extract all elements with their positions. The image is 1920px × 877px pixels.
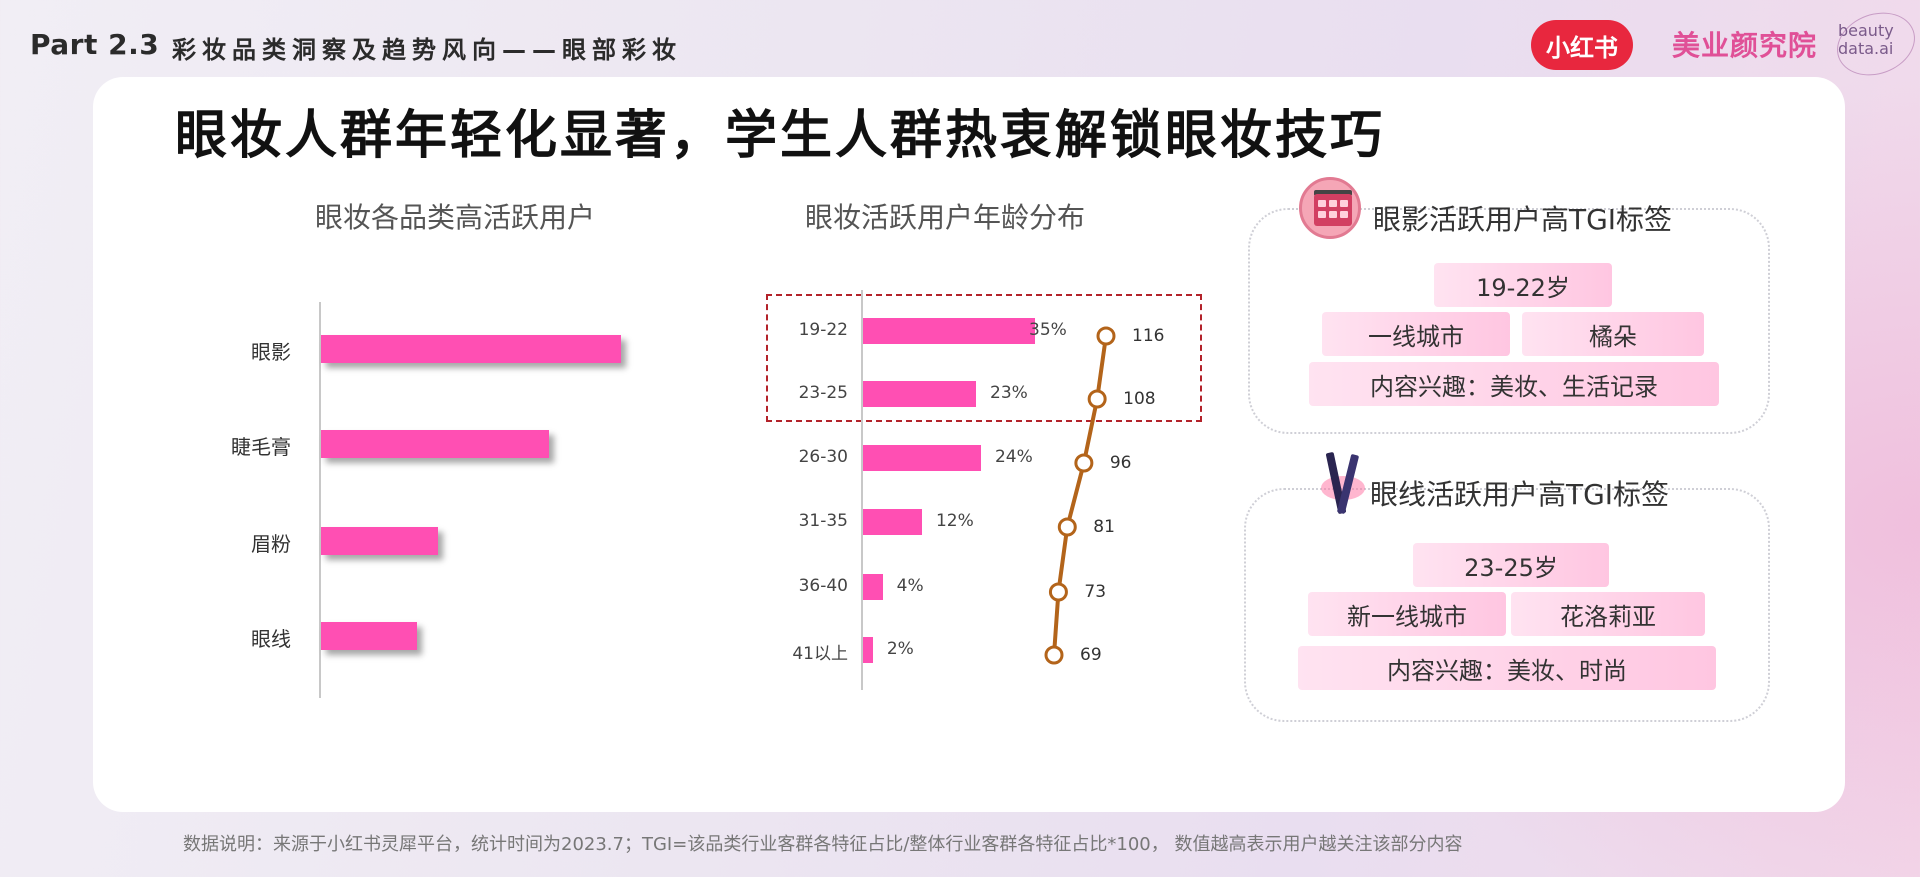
category-label: 眼线 [251,627,291,651]
age-label: 41以上 [792,644,848,664]
tgi-value-label: 69 [1080,645,1102,665]
header: Part 2.3 彩妆品类洞察及趋势风向——眼部彩妆 小红书 美业颜究院 bea… [0,0,1920,86]
tgi-line [1052,335,1108,656]
page-title: 眼妆人群年轻化显著，学生人群热衷解锁眼妆技巧 [175,106,1386,166]
eyeliner-tag-age: 23-25岁 [1413,543,1609,587]
tgi-point [1048,582,1068,602]
eyeshadow-tag-interest: 内容兴趣：美妆、生活记录 [1309,362,1719,406]
tgi-point [1057,517,1077,537]
tgi-value-label: 116 [1132,326,1165,346]
age-chart-title: 眼妆活跃用户年龄分布 [805,201,1086,234]
eyeshadow-tag-city: 一线城市 [1322,312,1510,356]
eyeshadow-tag-panel [1248,208,1770,434]
age-label: 26-30 [798,447,848,467]
category-chart-axis [319,302,321,698]
age-bar [863,381,977,407]
brand-name: 美业颜究院 [1672,29,1818,62]
age-bar [863,574,883,600]
eyeshadow-palette-icon [1299,177,1361,239]
eyeliner-tag-city: 新一线城市 [1308,592,1506,636]
category-label: 睫毛膏 [231,435,291,459]
category-bar [321,527,438,555]
brand-en: beauty data.ai [1838,22,1914,58]
age-label: 23-25 [798,383,848,403]
age-percent-label: 23% [990,383,1028,403]
tgi-point [1074,453,1094,473]
eyeliner-tag-panel [1244,488,1770,722]
category-bar [321,430,549,458]
age-bar [863,318,1035,344]
category-chart-title: 眼妆各品类高活跃用户 [315,201,596,234]
section-subtitle: 彩妆品类洞察及趋势风向——眼部彩妆 [172,36,682,64]
tgi-value-label: 96 [1109,453,1132,473]
tgi-value-label: 81 [1093,517,1115,537]
tgi-point [1096,326,1116,346]
category-label: 眉粉 [251,532,291,556]
age-label: 36-40 [798,576,848,596]
age-bar [863,509,922,535]
eyeshadow-panel-title: 眼影活跃用户高TGI标签 [1373,203,1673,236]
data-source-note: 数据说明：来源于小红书灵犀平台，统计时间为2023.7；TGI=该品类行业客群各… [183,834,1463,855]
age-percent-label: 4% [896,576,924,596]
age-highlight-box [766,294,1202,422]
eyeliner-panel-title: 眼线活跃用户高TGI标签 [1370,478,1670,511]
age-chart-axis [861,290,863,690]
eyeliner-pencil-icon [1321,452,1365,514]
tgi-value-label: 73 [1084,582,1107,602]
age-bar [863,445,981,471]
category-label: 眼影 [251,340,291,364]
eyeshadow-tag-brand: 橘朵 [1522,312,1704,356]
tgi-point [1044,645,1064,665]
part-number: Part 2.3 [30,28,160,61]
category-bar [321,335,621,363]
age-percent-label: 24% [994,447,1033,467]
eyeliner-tag-interest: 内容兴趣：美妆、时尚 [1298,646,1716,690]
age-percent-label: 12% [935,511,974,531]
tgi-point [1087,389,1107,409]
xiaohongshu-logo: 小红书 [1531,20,1633,70]
age-percent-label: 2% [886,639,914,659]
age-percent-label: 35% [1029,320,1067,340]
age-label: 19-22 [798,320,848,340]
category-bar [321,622,417,650]
eyeshadow-tag-age: 19-22岁 [1434,263,1612,307]
age-bar [863,637,873,663]
brand-en-line-1: beauty [1838,21,1894,40]
age-label: 31-35 [798,511,848,531]
brand-en-line-2: data.ai [1838,39,1894,58]
eyeliner-tag-brand: 花洛莉亚 [1511,592,1705,636]
tgi-value-label: 108 [1123,389,1156,409]
